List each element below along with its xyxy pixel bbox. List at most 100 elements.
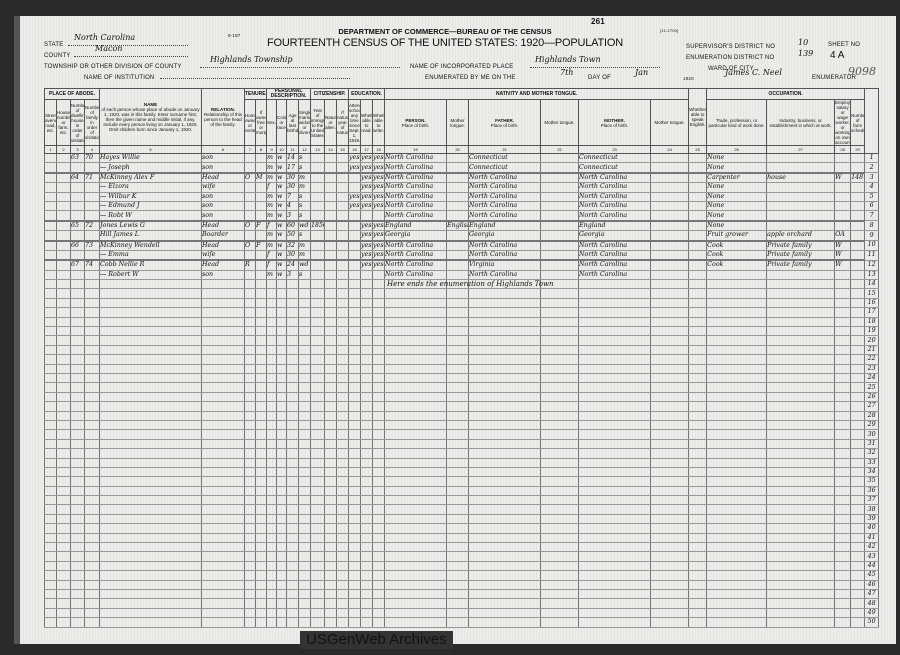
cell-nat (324, 607, 338, 619)
cell-mtongue (650, 326, 690, 337)
cell-rd (360, 391, 374, 403)
cell-col: w (276, 210, 288, 222)
cell-rd: yes (360, 191, 374, 202)
cell-farm (850, 288, 866, 299)
cell-mar (298, 316, 312, 328)
cell-mtongue (650, 551, 690, 562)
cell-st (44, 382, 57, 393)
cell-st (44, 249, 57, 261)
cell-emp (834, 448, 852, 459)
table-row: 45 (44, 570, 880, 581)
cell-natyr (336, 382, 350, 393)
cell-eng (688, 541, 708, 553)
cell-sex: f (266, 259, 278, 271)
cell-free (254, 288, 268, 299)
cell-st (44, 588, 57, 600)
cell-nat (324, 419, 338, 431)
cell-col (276, 588, 288, 600)
cell-name (99, 532, 202, 544)
cell-fpob (468, 607, 542, 619)
cell-rel: son (201, 162, 245, 174)
cell-mpob (578, 288, 652, 299)
cell-mpob: England (578, 219, 652, 232)
cell-ind (766, 579, 836, 590)
cell-hn (56, 457, 71, 468)
cell-hn (56, 326, 71, 337)
cell-st (44, 307, 57, 318)
table-row: 46 (44, 579, 880, 590)
cell-fpob: Connecticut (468, 162, 542, 174)
cell-eng (688, 316, 708, 328)
place-of-birth-label: Place of birth. (600, 122, 629, 128)
cell-age (286, 307, 300, 318)
cell-nat (324, 401, 338, 412)
cell-mpob (578, 335, 652, 346)
cell-nat (324, 288, 338, 299)
cell-hn (56, 617, 71, 628)
column-number: 24 (650, 145, 690, 154)
cell-ind (766, 598, 836, 609)
cell-hn (56, 239, 71, 251)
state-label: State (44, 42, 64, 48)
cell-nat (324, 495, 338, 506)
cell-age (286, 326, 300, 337)
cell-farm (850, 466, 866, 478)
table-row: Here ends the enumeration of Highlands T… (44, 279, 880, 290)
cell-hn (56, 504, 71, 515)
cell-imm (310, 607, 326, 619)
cell-mar (298, 588, 312, 600)
cell-ind (766, 466, 836, 478)
cell-imm (310, 182, 326, 193)
cell-ind (766, 382, 836, 393)
cell-free (254, 316, 268, 328)
cell-rel (201, 551, 245, 562)
cell-rd (360, 476, 374, 487)
cell-rd (360, 523, 374, 534)
cell-col (276, 297, 288, 309)
cell-mtongue (650, 230, 690, 242)
cell-age (286, 485, 300, 497)
cell-sch (348, 476, 362, 487)
line-number: 20 (864, 335, 880, 346)
cell-own (244, 326, 256, 337)
cell-hn (56, 541, 71, 553)
cell-imm (310, 588, 326, 600)
cell-mar (298, 335, 312, 346)
cell-emp (834, 570, 852, 581)
stamp-number: 9098 (848, 65, 876, 78)
cell-rel (201, 326, 245, 337)
cell-age (286, 363, 300, 375)
cell-free (254, 448, 268, 459)
cell-sch (348, 182, 362, 193)
cell-sch (348, 210, 362, 222)
cell-hn (56, 171, 71, 184)
cell-occ (706, 513, 768, 525)
cell-pob: England (384, 219, 448, 232)
cell-emp (834, 598, 852, 609)
cell-st (44, 288, 57, 299)
cell-mtongue (650, 532, 690, 544)
line-number: 8 (864, 220, 880, 232)
cell-farm (850, 476, 866, 487)
cell-hn (56, 588, 71, 600)
cell-name (99, 354, 202, 365)
cell-mpob: North Carolina (578, 200, 652, 212)
table-row: 36 (44, 485, 880, 497)
cell-ftongue (540, 239, 580, 251)
cell-ftongue (540, 152, 580, 164)
line-number: 7 (864, 210, 880, 222)
cell-own: O (244, 171, 256, 184)
cell-ftongue (540, 354, 580, 365)
cell-ftongue (540, 410, 580, 421)
cell-imm (310, 249, 326, 261)
cell-own (244, 269, 256, 281)
cell-own (244, 485, 256, 497)
cell-farm: 148 (850, 171, 866, 184)
cell-pob: North Carolina (384, 162, 448, 174)
cell-age: 24 (286, 259, 300, 271)
cell-eng (688, 598, 708, 609)
cell-natyr (336, 297, 350, 309)
cell-mar: m (298, 171, 312, 184)
nativity-header: NATIVITY AND MOTHER TONGUE. (384, 88, 690, 100)
